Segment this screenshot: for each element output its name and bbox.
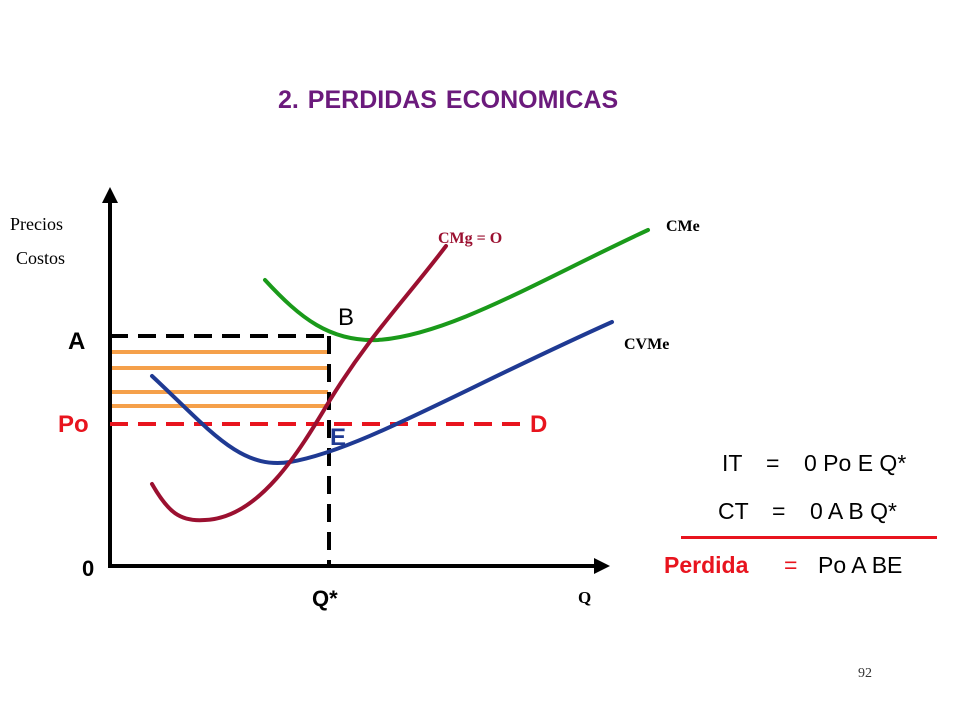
page-number: 92 <box>858 666 872 681</box>
y-axis-label-precios: Precios <box>10 214 63 234</box>
ct-rhs: 0 A B Q* <box>810 498 897 524</box>
y-axis-arrow <box>102 187 118 203</box>
subtraction-line <box>681 536 937 539</box>
point-b-label: B <box>338 304 355 331</box>
x-axis-label: Q <box>578 588 592 607</box>
cmg-label: CMg = O <box>438 230 503 247</box>
it-equals: = <box>766 450 780 476</box>
loss-equals: = <box>784 552 798 578</box>
x-axis-arrow <box>594 558 610 574</box>
cmg-curve <box>150 244 448 523</box>
cvme-label: CVMe <box>624 336 670 353</box>
cme-curve <box>263 228 650 343</box>
qstar-label: Q* <box>312 586 338 611</box>
it-rhs: 0 Po E Q* <box>804 450 907 476</box>
y-axis-label-costos: Costos <box>16 248 66 268</box>
cvme-curve <box>150 320 614 465</box>
page-title: 2. PERDIDAS ECONOMICAS <box>278 86 619 114</box>
point-e-label: E <box>330 424 347 451</box>
point-po-label: Po <box>58 411 89 438</box>
loss-rhs: Po A BE <box>818 552 903 578</box>
point-a-label: A <box>68 328 86 355</box>
loss-lhs: Perdida <box>664 552 749 578</box>
ct-lhs: CT <box>718 498 749 524</box>
loss-area <box>110 350 328 408</box>
ct-equals: = <box>772 498 786 524</box>
origin-label: 0 <box>82 556 95 581</box>
it-lhs: IT <box>722 450 743 476</box>
cme-label: CMe <box>666 218 700 235</box>
point-d-label: D <box>530 411 548 438</box>
